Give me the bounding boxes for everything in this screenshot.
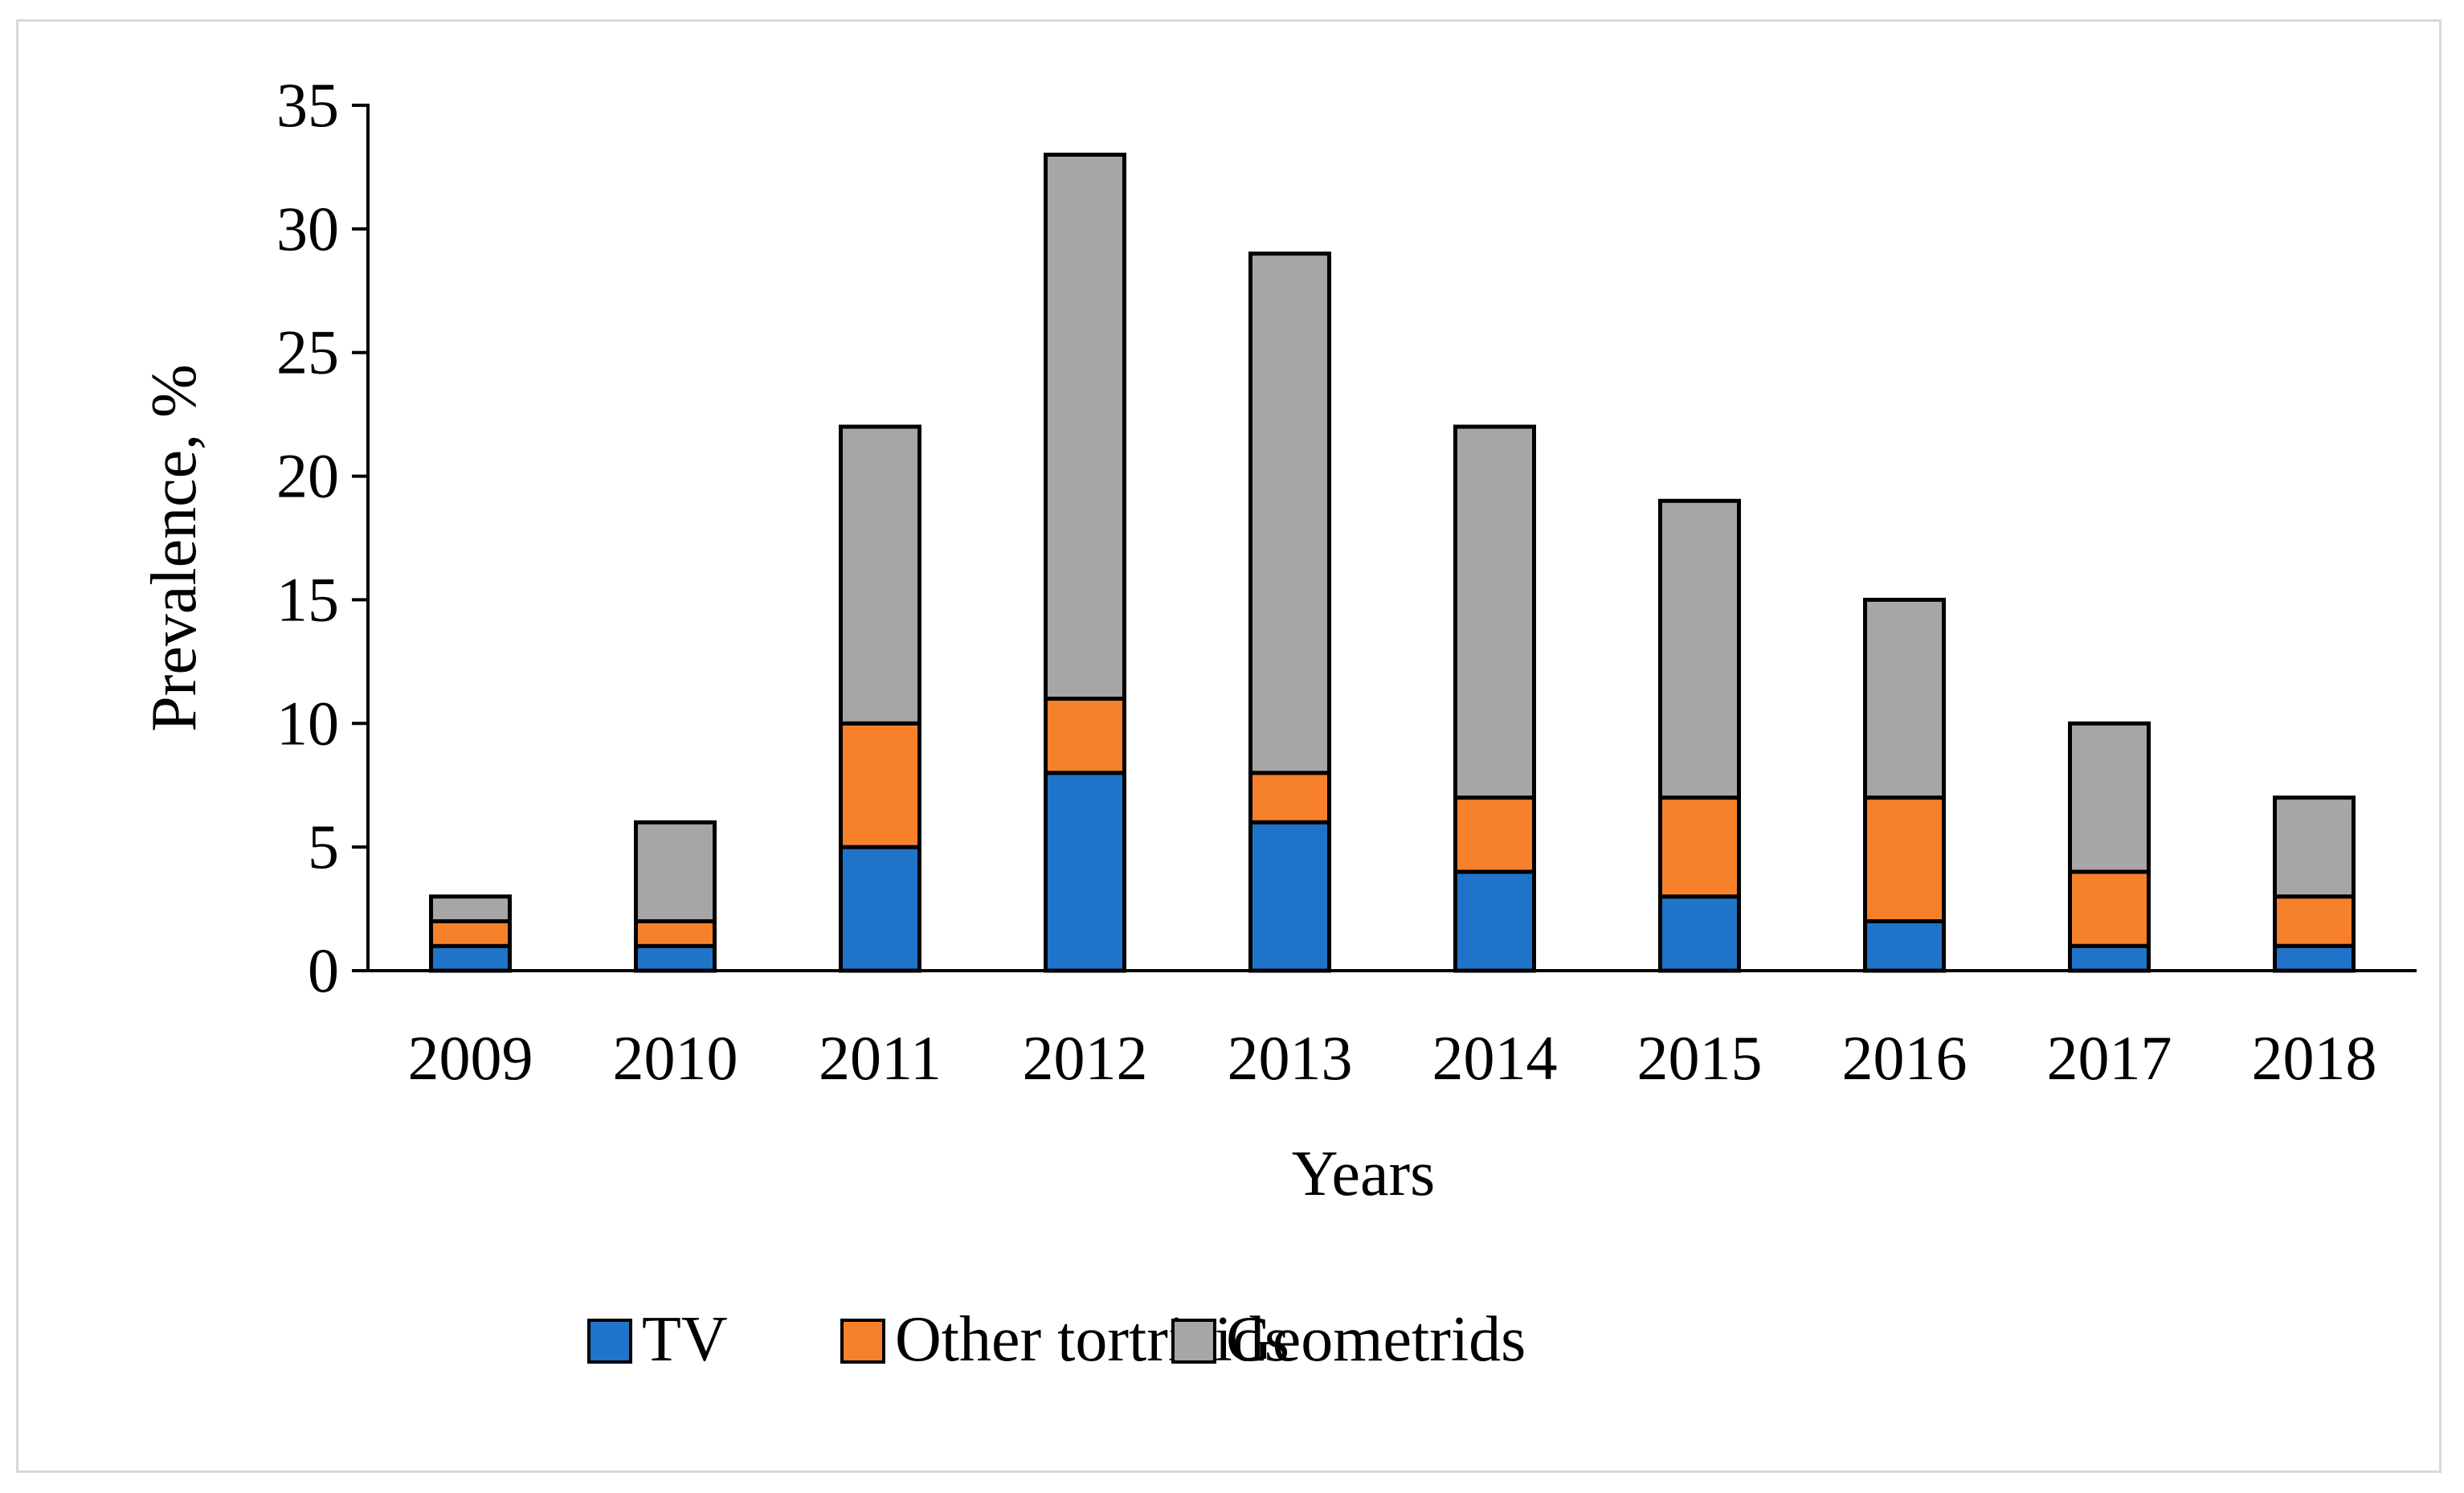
- legend-label-tv: TV: [642, 1304, 728, 1375]
- bar-geometrids-2016: [1863, 597, 1946, 800]
- bar-other-tortricids-2016: [1863, 796, 1946, 923]
- legend-swatch-other-tortricids: [840, 1319, 885, 1364]
- x-tick-label: 2018: [2252, 1023, 2377, 1093]
- legend-label-other-tortricids: Other tortricids: [895, 1304, 1289, 1375]
- x-tick-label: 2010: [613, 1023, 738, 1093]
- bar-geometrids-2017: [2068, 721, 2151, 874]
- x-axis-title: Years: [1292, 1139, 1436, 1209]
- x-tick-label: 2014: [1432, 1023, 1558, 1093]
- bar-other-tortricids-2018: [2273, 894, 2356, 948]
- bar-other-tortricids-2014: [1453, 796, 1536, 874]
- y-tick-label: 20: [276, 441, 339, 511]
- y-tick-label: 5: [308, 812, 339, 881]
- x-tick-label: 2013: [1228, 1023, 1353, 1093]
- bar-geometrids-2013: [1248, 252, 1331, 775]
- bar-other-tortricids-2010: [634, 919, 717, 948]
- y-tick-label: 0: [308, 935, 339, 1005]
- bar-other-tortricids-2011: [839, 721, 921, 849]
- bar-tv-2015: [1658, 894, 1741, 973]
- bar-tv-2018: [2273, 943, 2356, 973]
- bar-tv-2013: [1248, 820, 1331, 973]
- bar-tv-2014: [1453, 869, 1536, 973]
- legend-swatch-tv: [587, 1319, 632, 1364]
- bar-other-tortricids-2013: [1248, 771, 1331, 824]
- y-tick-label: 15: [276, 564, 339, 634]
- bar-tv-2017: [2068, 943, 2151, 973]
- bar-tv-2009: [429, 943, 512, 973]
- y-tick-labels: 0 5 10 15 20 25 30 35: [276, 70, 339, 1005]
- legend-label-geometrids: Geometrids: [1226, 1304, 1526, 1375]
- bar-geometrids-2012: [1044, 153, 1126, 701]
- x-tick-label: 2011: [819, 1023, 942, 1093]
- x-tick-label: 2012: [1023, 1023, 1148, 1093]
- bar-geometrids-2014: [1453, 424, 1536, 800]
- bar-geometrids-2009: [429, 894, 512, 923]
- bar-geometrids-2015: [1658, 498, 1741, 800]
- bar-other-tortricids-2015: [1658, 796, 1741, 899]
- x-tick-label: 2015: [1637, 1023, 1763, 1093]
- x-tick-label: 2016: [1842, 1023, 1968, 1093]
- bar-other-tortricids-2009: [429, 919, 512, 948]
- bars-group: [429, 153, 2356, 973]
- y-tick-label: 10: [276, 688, 339, 758]
- bar-tv-2016: [1863, 919, 1946, 973]
- y-tick-label: 25: [276, 317, 339, 387]
- bar-tv-2012: [1044, 771, 1126, 973]
- bar-other-tortricids-2017: [2068, 869, 2151, 948]
- x-tick-labels: 2009 2010 2011 2012 2013 2014 2015 2016 2017 2018: [408, 1023, 2377, 1093]
- bar-geometrids-2010: [634, 820, 717, 924]
- bar-other-tortricids-2012: [1044, 697, 1126, 775]
- bar-tv-2011: [839, 845, 921, 973]
- x-tick-label: 2017: [2047, 1023, 2172, 1093]
- axes-group: [352, 104, 2417, 972]
- bar-tv-2010: [634, 943, 717, 973]
- y-tick-label: 30: [276, 194, 339, 264]
- y-tick-label: 35: [276, 70, 339, 140]
- y-axis-title: Prevalence, %: [139, 364, 210, 732]
- chart-frame: 0 5 10 15 20 25 30 35 2009 2010 2011 2012 2013 2014 2…: [16, 19, 2442, 1473]
- x-tick-label: 2009: [408, 1023, 533, 1093]
- bar-geometrids-2018: [2273, 796, 2356, 899]
- bar-geometrids-2011: [839, 424, 921, 726]
- legend-swatch-geometrids: [1171, 1319, 1216, 1364]
